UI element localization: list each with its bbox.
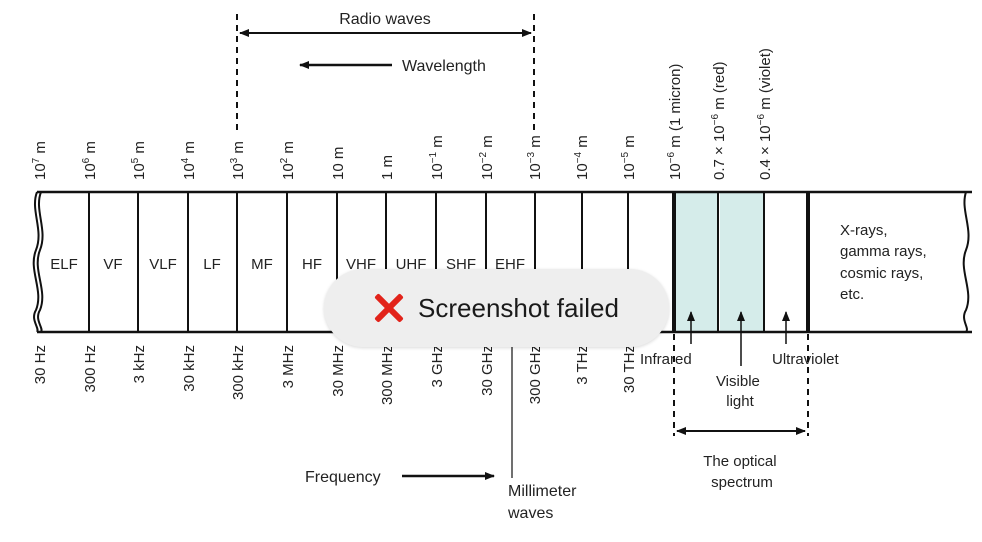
frequency-label: 30 GHz bbox=[479, 345, 496, 396]
wavelength-label: 102 m bbox=[279, 141, 297, 180]
bar-left-break-inner bbox=[36, 191, 44, 333]
band-label-mf: MF bbox=[251, 256, 273, 273]
millimeter-waves-label: Millimeter waves bbox=[507, 483, 581, 522]
wavelength-label: 105 m bbox=[130, 141, 148, 180]
band-label-vf: VF bbox=[103, 256, 122, 273]
band-label-vlf: VLF bbox=[149, 256, 177, 273]
band-label-uhf: UHF bbox=[396, 256, 427, 273]
optical-spectrum-label: The optical spectrum bbox=[703, 453, 781, 491]
bar-left-break bbox=[32, 191, 40, 333]
band-label-shf: SHF bbox=[446, 256, 476, 273]
error-x-icon bbox=[374, 293, 404, 323]
ultraviolet-label: Ultraviolet bbox=[772, 351, 840, 368]
wavelength-label: 107 m bbox=[31, 141, 49, 180]
wavelength-tick-labels: 107 m 106 m 105 m 104 m 103 m 102 m 10 m 1 m 10−… bbox=[31, 48, 774, 180]
infrared-label: Infrared bbox=[640, 351, 692, 368]
radio-waves-label: Radio waves bbox=[339, 11, 431, 28]
band-label-hf: HF bbox=[302, 256, 322, 273]
wavelength-label: 10−6 m (1 micron) bbox=[666, 64, 684, 180]
frequency-label: 30 Hz bbox=[32, 345, 49, 384]
screenshot-failed-toast: Screenshot failed bbox=[324, 269, 669, 347]
frequency-label: 30 kHz bbox=[181, 345, 198, 392]
wavelength-label: 10−4 m bbox=[573, 135, 591, 180]
frequency-label: 300 Hz bbox=[82, 345, 99, 393]
wavelength-label: 106 m bbox=[81, 141, 99, 180]
visible-light-band-red bbox=[676, 193, 717, 332]
wavelength-label: 0.7 × 10−6 m (red) bbox=[710, 61, 728, 180]
band-label-ehf: EHF bbox=[495, 256, 525, 273]
band-labels: ELF VF VLF LF MF HF VHF UHF SHF EHF bbox=[50, 256, 525, 273]
wavelength-label: 10−2 m bbox=[478, 135, 496, 180]
bar-right-break bbox=[962, 191, 970, 333]
wavelength-label: 10−5 m bbox=[620, 135, 638, 180]
frequency-tick-labels: 30 Hz 300 Hz 3 kHz 30 kHz 300 kHz 3 MHz 30 MHz… bbox=[32, 345, 638, 405]
frequency-label: 3 kHz bbox=[131, 345, 148, 383]
visible-light-label: Visible light bbox=[716, 373, 764, 410]
frequency-label: 30 MHz bbox=[330, 345, 347, 397]
wavelength-label: Wavelength bbox=[402, 58, 486, 75]
frequency-label: Frequency bbox=[305, 469, 381, 486]
wavelength-label: 0.4 × 10−6 m (violet) bbox=[756, 48, 774, 180]
xray-label: X-rays, gamma rays, cosmic rays, etc. bbox=[840, 222, 931, 303]
frequency-label: 3 MHz bbox=[280, 345, 297, 388]
frequency-label: 3 THz bbox=[574, 345, 591, 385]
frequency-label: 30 THz bbox=[621, 345, 638, 393]
visible-light-band-violet bbox=[720, 193, 763, 332]
frequency-label: 300 kHz bbox=[230, 345, 247, 400]
frequency-label: 3 GHz bbox=[429, 345, 446, 388]
band-label-elf: ELF bbox=[50, 256, 78, 273]
wavelength-label: 1 m bbox=[379, 155, 396, 180]
frequency-label: 300 MHz bbox=[379, 345, 396, 405]
band-label-lf: LF bbox=[203, 256, 221, 273]
frequency-label: 300 GHz bbox=[527, 345, 544, 404]
wavelength-label: 104 m bbox=[180, 141, 198, 180]
wavelength-label: 103 m bbox=[229, 141, 247, 180]
wavelength-label: 10−1 m bbox=[428, 135, 446, 180]
wavelength-label: 10 m bbox=[330, 147, 347, 180]
band-label-vhf: VHF bbox=[346, 256, 376, 273]
toast-message: Screenshot failed bbox=[418, 292, 619, 323]
wavelength-label: 10−3 m bbox=[526, 135, 544, 180]
